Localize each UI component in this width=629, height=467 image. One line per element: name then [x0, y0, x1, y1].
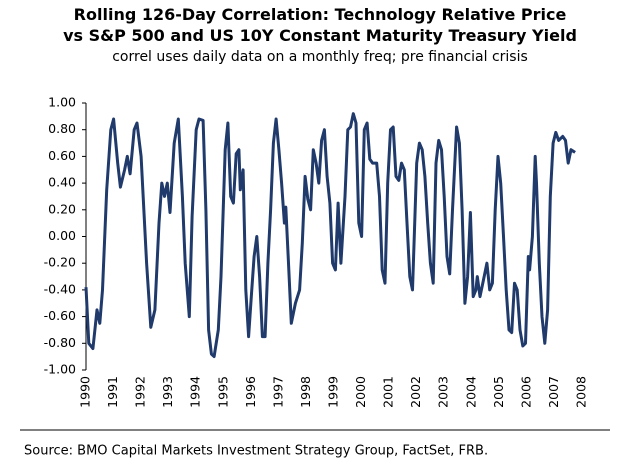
x-tick-label: 2001	[381, 376, 396, 408]
x-tick-label: 1997	[270, 376, 285, 408]
x-tick-label: 1996	[243, 376, 258, 408]
y-tick-label: -0.60	[44, 308, 76, 323]
data-line	[84, 112, 576, 359]
y-tick-label: 0.80	[48, 121, 76, 136]
y-tick-label: -1.00	[44, 362, 76, 377]
x-tick-label: 2004	[463, 376, 478, 408]
x-tick-label: 1995	[215, 376, 230, 408]
y-tick-label: -0.40	[44, 281, 76, 296]
source-note: Source: BMO Capital Markets Investment S…	[24, 444, 488, 459]
x-tick-label: 1998	[298, 376, 313, 408]
y-tick-label: 0.40	[48, 175, 76, 190]
x-tick-label: 2002	[408, 376, 423, 408]
x-tick-label: 2008	[574, 376, 589, 408]
x-tick-label: 2005	[491, 376, 506, 408]
y-tick-label: 0.20	[48, 201, 76, 216]
chart-subtitle: correl uses daily data on a monthly freq…	[112, 49, 528, 65]
x-tick-label: 1994	[188, 376, 203, 408]
x-tick-label: 2003	[436, 376, 451, 408]
x-tick-label: 2000	[353, 376, 368, 408]
x-tick-label: 1990	[78, 376, 93, 408]
chart-title: vs S&P 500 and US 10Y Constant Maturity …	[63, 26, 577, 45]
x-tick-label: 2006	[518, 376, 533, 408]
y-tick-label: -0.80	[44, 335, 76, 350]
x-tick-label: 2007	[546, 376, 561, 408]
y-tick-label: 1.00	[48, 95, 76, 110]
x-tick-label: 1991	[105, 376, 120, 408]
x-tick-label: 1992	[133, 376, 148, 408]
y-tick-label: 0.00	[48, 228, 76, 243]
x-tick-label: 1993	[160, 376, 175, 408]
chart-title: Rolling 126-Day Correlation: Technology …	[74, 5, 567, 24]
y-tick-label: -0.20	[44, 255, 76, 270]
y-tick-label: 0.60	[48, 148, 76, 163]
x-tick-label: 1999	[326, 376, 341, 408]
